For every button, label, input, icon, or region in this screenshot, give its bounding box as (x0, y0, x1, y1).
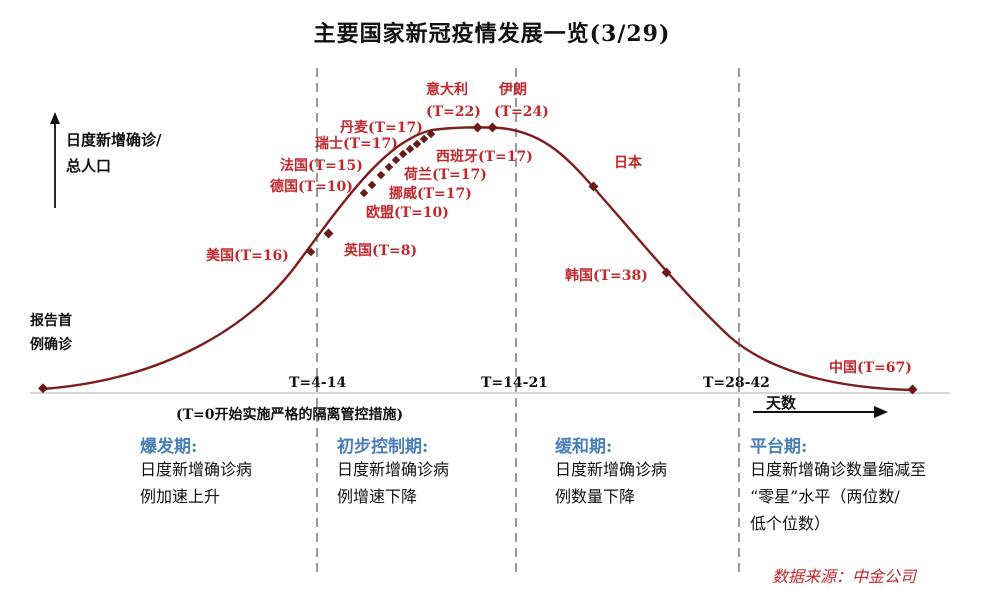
label-iran-line1: 伊朗 (499, 82, 527, 98)
x-tick-3: T=28-42 (703, 375, 770, 391)
phase-3-line2: 例数量下降 (555, 487, 636, 506)
phase-2-title: 初步控制期: (337, 437, 429, 457)
marker-norway (376, 170, 386, 180)
start-label-line1: 报告首 (30, 313, 72, 329)
marker-italy (472, 122, 483, 133)
phase-1-title: 爆发期: (140, 437, 198, 457)
x-tick-1: T=4-14 (289, 375, 347, 391)
marker-denmark-2 (419, 134, 429, 144)
label-netherlands: 荷兰(T=17) (404, 167, 487, 183)
quarantine-note: (T=0开始实施严格的隔离管控措施) (176, 407, 404, 423)
label-switzerland: 瑞士(T=17) (315, 136, 398, 152)
label-usa: 美国(T=16) (206, 248, 289, 264)
label-china: 中国(T=67) (829, 360, 912, 376)
phase-1-line1: 日度新增确诊病 (140, 460, 253, 479)
label-eu: 欧盟(T=10) (366, 205, 449, 221)
marker-netherlands (391, 155, 401, 165)
marker-denmark-1 (412, 139, 422, 149)
marker-start (38, 383, 48, 394)
x-axis-arrowhead-icon (874, 406, 888, 418)
marker-germany (367, 180, 377, 190)
label-iran-line2: (T=24) (494, 104, 549, 120)
marker-iran (487, 122, 498, 133)
label-japan: 日本 (614, 155, 642, 171)
marker-italy-area (426, 129, 436, 139)
label-spain: 西班牙(T=17) (436, 149, 533, 165)
marker-korea (661, 267, 672, 278)
data-source: 数据来源：中金公司 (772, 567, 917, 586)
phase-3-title: 缓和期: (555, 437, 613, 457)
label-france: 法国(T=15) (280, 158, 363, 174)
phase-2-line2: 例增速下降 (337, 487, 418, 506)
label-italy-line1: 意大利 (426, 82, 468, 98)
y-axis-arrowhead-icon (50, 112, 60, 124)
label-denmark: 丹麦(T=17) (340, 120, 423, 136)
marker-japan (588, 181, 599, 192)
start-label-line2: 例确诊 (30, 337, 72, 353)
phase-4-line3: 低个位数） (750, 514, 831, 533)
phase-4-line1: 日度新增确诊数量缩减至 (750, 460, 927, 479)
phase-3-line1: 日度新增确诊病 (555, 460, 668, 479)
marker-spain (405, 144, 415, 154)
marker-uk (323, 228, 334, 239)
marker-usa (306, 247, 316, 257)
label-germany: 德国(T=10) (270, 179, 353, 195)
marker-china (907, 384, 918, 395)
phase-4-line2: “零星”水平（两位数/ (750, 487, 900, 506)
label-norway: 挪威(T=17) (389, 186, 472, 202)
phase-1-line2: 例加速上升 (140, 487, 221, 506)
y-axis-label-line1: 日度新增确诊/ (66, 131, 162, 149)
x-axis-label: 天数 (766, 394, 797, 412)
label-korea: 韩国(T=38) (565, 268, 648, 284)
marker-france (384, 162, 394, 172)
page-title: 主要国家新冠疫情发展一览(3/29) (313, 21, 671, 47)
y-axis-label-line2: 总人口 (66, 157, 112, 175)
phase-4-title: 平台期: (750, 437, 808, 457)
epidemic-curve (42, 126, 915, 392)
phase-2-line1: 日度新增确诊病 (337, 460, 450, 479)
label-uk: 英国(T=8) (344, 243, 418, 259)
label-italy-line2: (T=22) (426, 104, 481, 120)
marker-switzerland (398, 149, 408, 159)
x-tick-2: T=14-21 (481, 375, 548, 391)
marker-eu (359, 188, 369, 198)
